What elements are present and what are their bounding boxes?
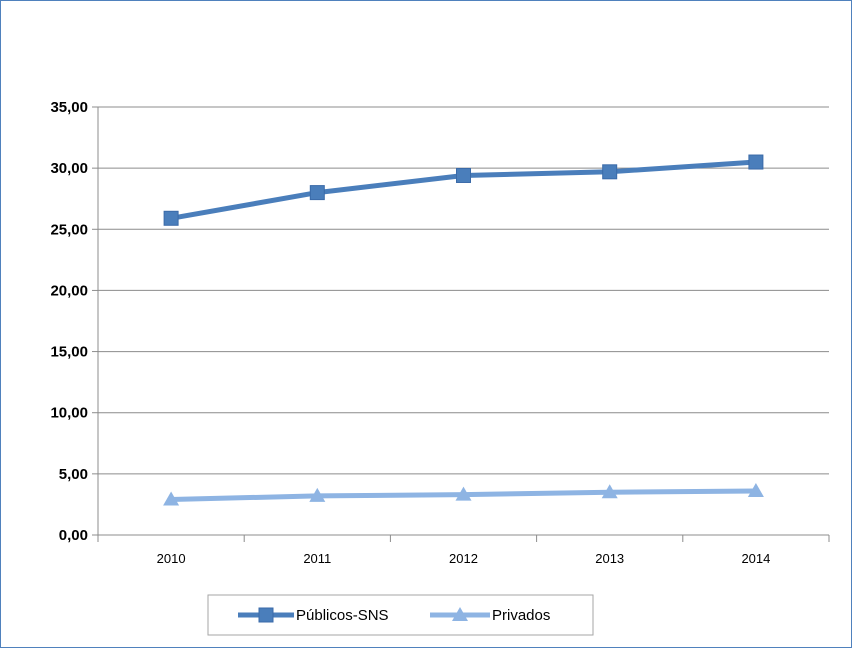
y-tick-label: 35,00	[50, 99, 88, 116]
legend-label: Privados	[492, 607, 550, 624]
y-tick-label: 25,00	[50, 221, 88, 238]
axes	[92, 106, 830, 542]
x-tick-label: 2010	[157, 551, 186, 566]
legend-marker	[452, 607, 468, 621]
data-point	[309, 185, 325, 201]
legend-entry: Públicos-SNS	[238, 607, 389, 624]
series-layer	[163, 154, 764, 506]
y-axis-tick-labels: 0,00 5,00 10,00 15,00 20,00 25,00 30,00 35,00	[50, 99, 88, 544]
x-tick-label: 2012	[449, 551, 478, 566]
legend-label: Públicos-SNS	[296, 607, 389, 624]
legend-entry: Privados	[430, 607, 550, 624]
legend: Públicos-SNS Privados	[207, 594, 594, 636]
series-2	[163, 482, 764, 506]
y-tick-label: 5,00	[59, 466, 88, 483]
legend-marker	[258, 607, 274, 623]
x-tick-label: 2011	[303, 551, 331, 566]
data-point	[456, 167, 471, 183]
y-tick-label: 10,00	[50, 405, 88, 422]
y-tick-label: 15,00	[50, 344, 88, 361]
x-tick-label: 2013	[595, 551, 624, 566]
y-tick-label: 30,00	[50, 160, 88, 177]
y-tick-label: 20,00	[50, 282, 88, 299]
data-point	[748, 154, 764, 170]
data-point	[163, 210, 179, 226]
data-point	[455, 486, 472, 501]
data-point	[601, 484, 618, 499]
data-point	[747, 482, 764, 497]
series-1	[163, 154, 764, 226]
x-tick-label: 2014	[741, 551, 770, 566]
data-point	[309, 487, 326, 502]
data-point	[602, 164, 618, 180]
x-axis-tick-labels: 2010 2011 2012 2013 2014	[157, 551, 771, 566]
y-tick-label: 0,00	[59, 527, 88, 544]
data-point	[163, 491, 180, 506]
